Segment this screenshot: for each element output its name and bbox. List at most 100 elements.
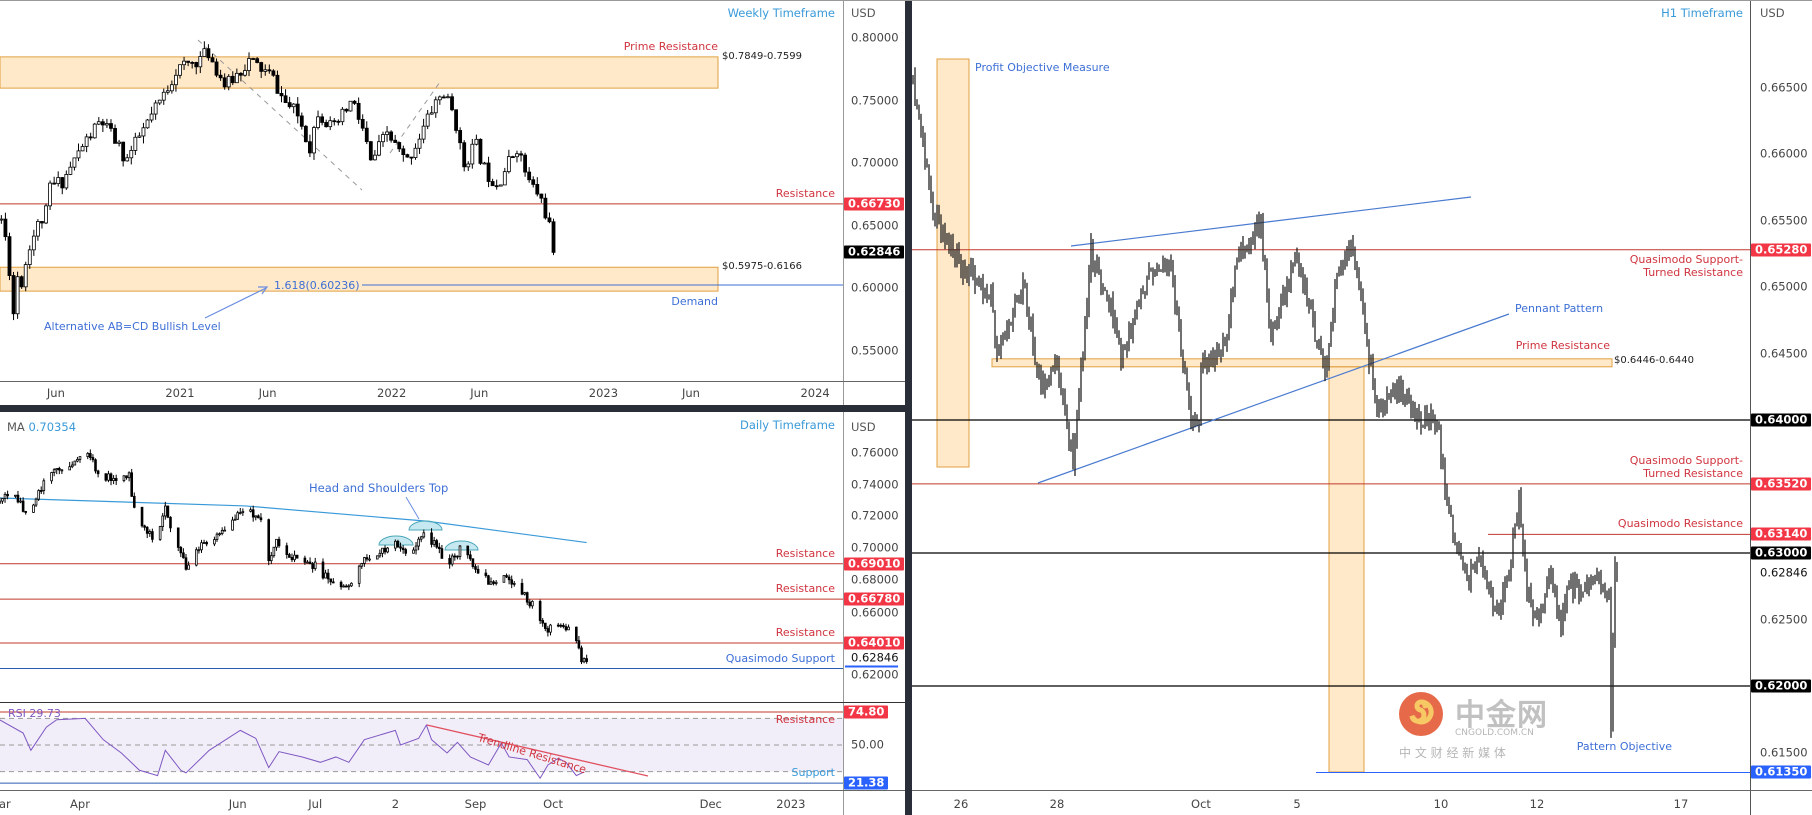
level-label: Quasimodo Support- Turned Resistance [1629,252,1743,279]
candle [401,547,405,551]
zone-label: Demand [671,295,718,309]
candle [251,58,255,60]
last-price-tag: 0.62846 [844,245,905,259]
time-axis-tick: 10 [1433,797,1449,811]
pane-separator-vertical[interactable] [905,0,912,815]
candle [308,141,312,154]
zone-prime-resistance [0,56,719,89]
rsi-legend-value: 29.73 [29,707,61,720]
candle [313,561,317,569]
candle [368,558,371,561]
watermark-logo-text: 中金网 [1455,698,1548,733]
pane-separator[interactable] [0,405,905,412]
daily-pane[interactable] [0,449,843,670]
candle [117,141,121,144]
candle [506,156,511,173]
time-axis-tick: Jun [681,386,700,400]
candle [453,555,457,558]
price-axis-tick: 0.62500 [1760,612,1808,626]
zone-range-label: $0.5975-0.6166 [722,261,802,273]
candle [527,171,532,181]
candle [11,275,16,315]
candle [238,72,243,76]
price-axis-tick: 0.66000 [851,605,899,620]
candle [293,554,296,561]
time-axis-tick: Jun [46,386,65,400]
candle [52,469,56,473]
h1-zone-range-label: $0.6446-0.6440 [1614,355,1694,366]
candle [316,116,320,128]
candle [417,138,422,149]
price-tag: 0.62000 [1751,679,1812,693]
rsi-legend[interactable]: RSI 29.73 [8,707,61,720]
candle [498,184,503,187]
candle [44,205,48,224]
level-label: Quasimodo Support- Turned Resistance [1629,453,1743,480]
candle [143,525,146,528]
last-price-label: 0.62846 [851,650,899,665]
candle [372,154,377,161]
price-axis-tick: 0.60000 [851,280,899,295]
price-tag: 0.64010 [844,636,905,650]
price-axis-tick: 0.65000 [1760,279,1808,294]
candle [100,121,105,126]
candle [60,469,64,472]
candle [462,142,467,168]
candle [482,162,487,165]
candle [176,527,180,548]
rsi-lower-tag: 21.38 [844,776,889,790]
h1-pane[interactable] [912,58,1750,773]
candle [401,148,406,156]
candle [419,536,423,540]
price-axis-tick: 0.74000 [851,477,899,492]
time-axis-tick: 2023 [588,386,619,400]
candle [42,480,46,491]
price-tag: 0.63520 [1751,477,1812,491]
candle [76,150,81,159]
candle [383,547,387,553]
head-and-shoulders-label: Head and Shoulders Top [309,481,449,495]
candle [186,60,191,63]
candle [360,118,365,129]
candle [37,490,40,500]
candle [68,166,73,175]
candle [70,464,74,468]
price-axis-tick: 0.62000 [851,667,899,682]
weekly-pane[interactable] [0,39,843,321]
candle [179,546,183,554]
candle [535,184,540,195]
price-axis-tick: 0.68000 [851,572,899,587]
candle [340,108,345,123]
candle [458,130,463,144]
candle [344,585,348,588]
candle [299,115,304,127]
candle [267,69,272,72]
candle [94,459,97,472]
time-axis-tick: Jun [258,386,277,400]
candle [450,555,454,565]
pennant-lower-trendline [1037,313,1510,484]
candle [476,568,480,574]
candle [441,96,446,99]
candle [130,472,134,497]
ma-legend[interactable]: MA 0.70354 [7,421,76,434]
candle [215,533,219,540]
candle [295,554,299,559]
pennant-pattern-label: Pennant Pattern [1515,302,1604,315]
candle [437,96,442,101]
candle [122,475,126,481]
candle [271,70,276,76]
abcd-arrow [204,287,267,319]
cngold-logo-icon [1399,692,1443,736]
price-tag: 0.66730 [844,197,905,211]
candle [357,565,361,584]
price-tag: 0.66780 [844,592,905,606]
candle [121,141,126,162]
candle [125,157,130,162]
candle [169,516,172,529]
weekly-currency-label: USD [851,6,876,20]
time-axis-tick: Jun [228,797,247,811]
rsi-pane[interactable] [0,711,843,784]
candle [80,146,85,152]
